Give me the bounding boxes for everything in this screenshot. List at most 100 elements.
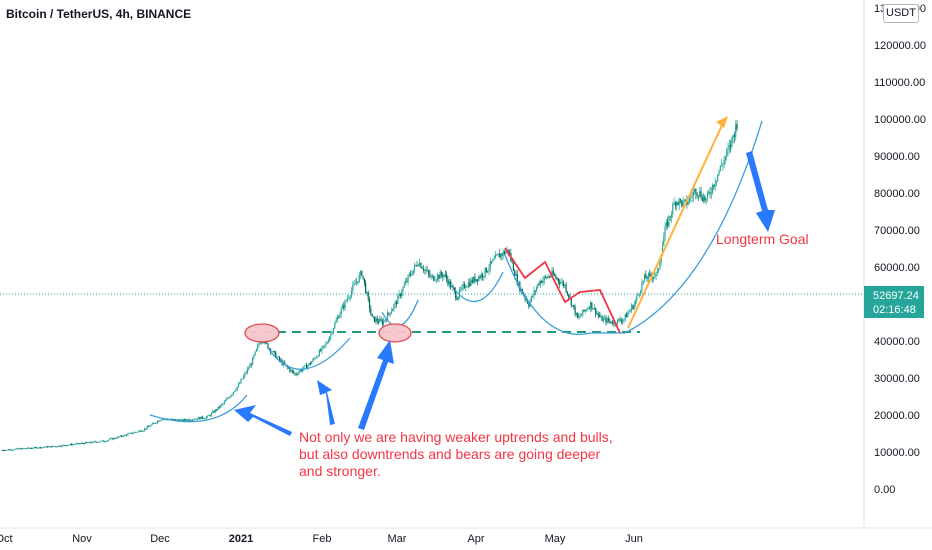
time-tick-label: 2021 xyxy=(229,533,253,545)
candle xyxy=(678,197,680,211)
candle xyxy=(481,272,484,281)
candle xyxy=(357,281,359,285)
candle xyxy=(248,365,250,371)
candle xyxy=(126,434,128,437)
candle xyxy=(326,340,328,345)
price-tick-label: 100000.00 xyxy=(874,114,926,126)
candle xyxy=(47,445,49,448)
candle xyxy=(470,277,472,287)
candle xyxy=(476,279,479,286)
candle xyxy=(404,277,407,286)
currency-button[interactable]: USDT xyxy=(883,4,919,23)
candle xyxy=(488,264,490,276)
candle xyxy=(155,422,157,424)
candle xyxy=(389,313,391,317)
candle xyxy=(620,318,622,324)
candle xyxy=(619,316,621,322)
candle xyxy=(141,430,143,432)
candle xyxy=(10,448,12,451)
candle xyxy=(709,187,711,199)
candle xyxy=(273,350,276,355)
candle xyxy=(331,331,333,335)
candle xyxy=(484,267,486,279)
candle xyxy=(561,278,563,287)
candle xyxy=(667,216,669,229)
candle xyxy=(412,269,414,276)
candle xyxy=(652,276,655,283)
candle xyxy=(419,258,421,267)
orange-uptrend-arrow xyxy=(627,116,728,329)
candle xyxy=(697,195,700,201)
candle xyxy=(381,318,383,327)
candle xyxy=(133,431,135,434)
candle xyxy=(721,158,723,167)
candle xyxy=(443,274,445,280)
candle xyxy=(218,405,220,410)
candle xyxy=(92,440,94,444)
highlight-ellipse-1 xyxy=(244,323,280,343)
candle xyxy=(728,139,730,154)
candle xyxy=(43,447,46,448)
candle xyxy=(117,435,119,439)
candle xyxy=(708,189,710,195)
candle xyxy=(490,261,493,265)
price-axis-ticks[interactable]: 0.0010000.0020000.0030000.0040000.005000… xyxy=(874,3,926,496)
time-axis-ticks[interactable]: Oct Nov Dec 2021 Feb Mar Apr May Jun xyxy=(0,533,643,545)
candle xyxy=(99,441,101,443)
candle xyxy=(123,434,125,438)
candle xyxy=(102,440,105,442)
candle xyxy=(74,443,76,446)
candle xyxy=(700,186,702,200)
candle xyxy=(485,267,488,274)
candle xyxy=(475,279,477,283)
candle xyxy=(109,437,111,441)
candle xyxy=(411,270,413,277)
candle xyxy=(733,131,736,143)
candle xyxy=(380,316,382,322)
candle xyxy=(375,315,377,325)
candle xyxy=(233,390,236,393)
candle xyxy=(718,169,720,177)
candle xyxy=(406,277,408,283)
candle xyxy=(736,120,738,132)
candle xyxy=(231,393,233,397)
last-price-value: 52697.24 xyxy=(873,290,919,302)
candle xyxy=(669,216,671,221)
candle xyxy=(106,440,108,443)
candle xyxy=(374,316,376,323)
candle xyxy=(341,303,344,309)
candle xyxy=(219,404,222,409)
candle xyxy=(20,447,22,450)
candle xyxy=(345,299,347,302)
candle xyxy=(221,403,223,407)
candle xyxy=(670,210,673,223)
candle xyxy=(290,368,292,374)
candle xyxy=(222,403,224,406)
candle xyxy=(672,202,674,219)
candle xyxy=(717,174,719,182)
candle xyxy=(348,294,350,300)
candle xyxy=(552,267,554,277)
time-tick-label: Feb xyxy=(313,533,332,545)
time-tick-label: Jun xyxy=(625,533,643,545)
candle xyxy=(691,190,693,203)
candle xyxy=(128,432,130,434)
candle xyxy=(480,271,482,281)
candle xyxy=(546,276,548,280)
candle xyxy=(195,417,197,420)
candle xyxy=(371,313,373,317)
candle xyxy=(376,315,378,325)
callout-arrow-2 xyxy=(317,380,335,425)
candle xyxy=(434,276,436,282)
candle xyxy=(705,198,707,205)
candle xyxy=(149,425,151,428)
time-tick-label: Oct xyxy=(0,533,13,545)
candle xyxy=(253,354,255,360)
candle xyxy=(735,120,737,141)
candle xyxy=(623,318,625,324)
candle xyxy=(634,298,637,308)
candle xyxy=(713,184,715,190)
candle xyxy=(156,420,159,425)
candle xyxy=(363,278,365,287)
